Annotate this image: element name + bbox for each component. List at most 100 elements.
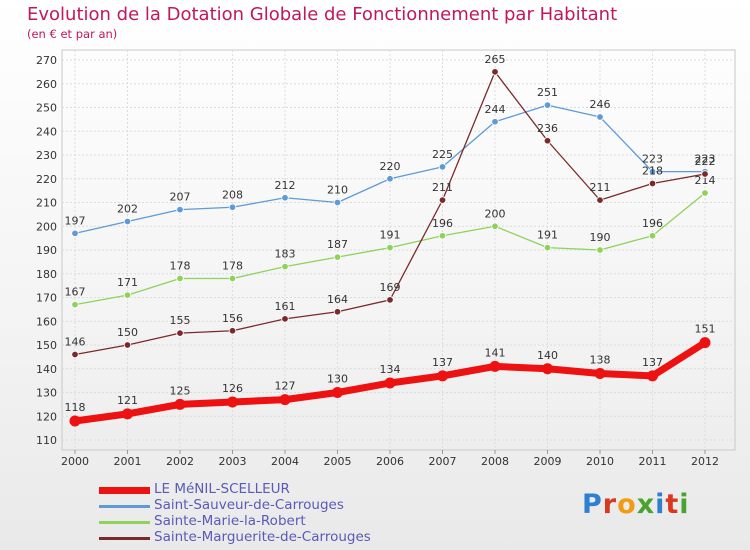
data-point [176, 274, 184, 283]
data-label: 196 [432, 217, 453, 230]
x-tick-label: 2007 [429, 455, 457, 468]
data-label: 208 [222, 188, 243, 201]
data-point [71, 300, 79, 309]
data-point [228, 274, 237, 283]
data-label: 151 [695, 323, 716, 336]
data-point [69, 415, 81, 427]
data-point [228, 327, 237, 335]
data-point [701, 189, 709, 197]
data-label: 171 [117, 276, 138, 289]
data-label: 125 [170, 384, 191, 397]
data-point [543, 137, 552, 145]
data-point [648, 232, 657, 240]
data-point [281, 315, 289, 323]
data-point [648, 167, 657, 176]
data-point [437, 370, 448, 382]
data-label: 210 [327, 184, 348, 197]
data-label: 127 [275, 380, 296, 393]
data-label: 141 [485, 346, 506, 359]
data-label: 167 [65, 286, 86, 299]
y-tick-label: 220 [36, 173, 57, 186]
data-label: 220 [380, 160, 401, 173]
data-point [122, 408, 133, 420]
data-point [123, 341, 132, 349]
y-tick-label: 270 [36, 54, 57, 67]
legend-swatch [99, 521, 150, 524]
x-tick-label: 2006 [376, 455, 404, 468]
data-point [594, 368, 606, 379]
data-label: 202 [117, 203, 138, 216]
data-label: 140 [537, 349, 558, 362]
data-point [332, 387, 343, 398]
x-tick-label: 2000 [61, 455, 89, 468]
data-label: 214 [695, 174, 716, 187]
data-label: 155 [170, 314, 191, 327]
chart-subtitle: (en € et par an) [27, 27, 118, 41]
data-label: 207 [170, 191, 191, 204]
data-point [71, 350, 79, 359]
legend: LE MéNIL-SCELLEUR Saint-Sauveur-de-Carro… [99, 481, 419, 547]
data-label: 161 [275, 300, 296, 313]
data-label: 137 [432, 356, 453, 369]
data-label: 183 [275, 248, 296, 261]
y-tick-label: 130 [36, 387, 57, 400]
data-label: 126 [222, 382, 243, 395]
x-tick-label: 2012 [691, 455, 719, 468]
data-point [647, 370, 658, 382]
data-point [227, 396, 238, 408]
data-label: 212 [275, 179, 296, 192]
data-label: 246 [590, 98, 611, 111]
data-point [71, 229, 79, 238]
data-label: 236 [537, 122, 558, 135]
data-point [386, 243, 394, 252]
data-label: 211 [432, 181, 453, 194]
y-tick-label: 140 [36, 363, 57, 376]
data-point [438, 232, 447, 240]
data-label: 251 [537, 86, 558, 99]
data-point [384, 377, 396, 389]
data-label: 197 [65, 214, 86, 227]
y-tick-label: 260 [36, 78, 57, 91]
x-tick-label: 2010 [586, 455, 614, 468]
data-label: 134 [380, 363, 401, 376]
x-tick-label: 2004 [271, 455, 299, 468]
data-label: 218 [642, 165, 663, 178]
x-tick-label: 2009 [534, 455, 562, 468]
data-point [543, 243, 552, 252]
data-point [279, 394, 291, 406]
legend-label: Sainte-Marie-la-Robert [154, 513, 306, 529]
data-label: 164 [327, 293, 348, 306]
data-label: 191 [537, 229, 558, 242]
proxiti-logo: Proxiti [582, 489, 690, 520]
data-label: 178 [170, 260, 191, 273]
data-point [176, 329, 184, 337]
data-point [333, 198, 342, 207]
data-label: 225 [432, 148, 453, 161]
data-label: 169 [380, 281, 401, 294]
data-point [491, 222, 499, 230]
data-point [596, 246, 604, 254]
y-tick-label: 150 [36, 339, 57, 352]
y-tick-label: 110 [36, 434, 57, 447]
legend-label: Saint-Sauveur-de-Carrouges [154, 497, 344, 513]
legend-item: Sainte-Marie-la-Robert [99, 513, 419, 531]
data-point [438, 196, 447, 204]
data-point [333, 253, 342, 261]
data-label: 196 [642, 217, 663, 230]
data-point [281, 262, 289, 271]
legend-item: LE MéNIL-SCELLEUR [99, 481, 419, 499]
legend-item: Sainte-Marguerite-de-Carrouges [99, 529, 419, 547]
x-tick-label: 2003 [219, 455, 247, 468]
data-label: 150 [117, 326, 138, 339]
legend-item: Saint-Sauveur-de-Carrouges [99, 497, 419, 515]
data-label: 156 [222, 312, 243, 325]
data-label: 138 [590, 354, 611, 367]
data-label: 222 [695, 155, 716, 168]
data-point [333, 308, 342, 316]
data-point [174, 398, 186, 410]
data-label: 130 [327, 373, 348, 386]
data-label: 211 [590, 181, 611, 194]
data-point [491, 68, 499, 76]
legend-label: LE MéNIL-SCELLEUR [154, 481, 290, 497]
y-tick-label: 190 [36, 244, 57, 257]
